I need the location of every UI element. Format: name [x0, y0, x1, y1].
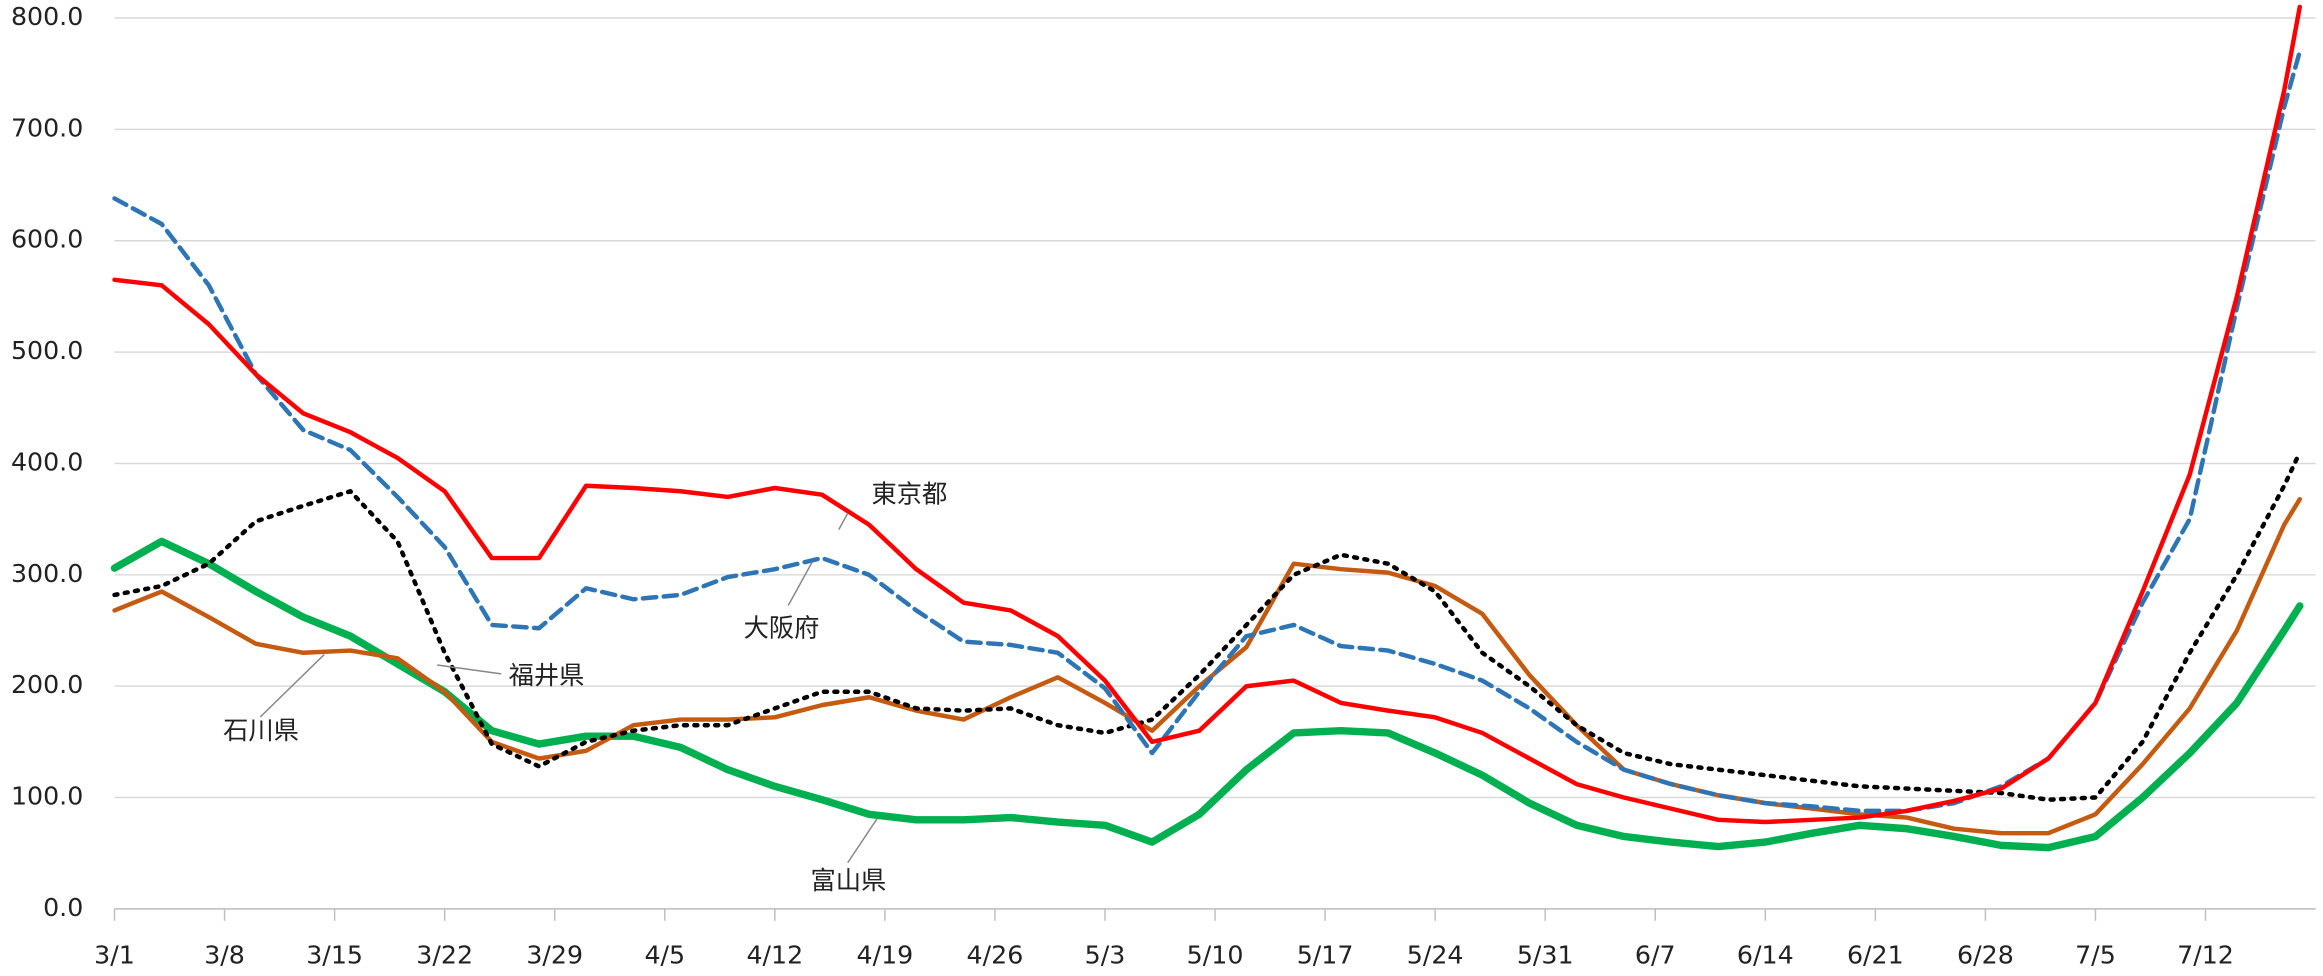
- y-tick-label: 0.0: [43, 893, 83, 922]
- series-label: 富山県: [811, 866, 887, 895]
- x-tick-label: 6/14: [1737, 940, 1794, 969]
- series-label: 東京都: [871, 479, 947, 508]
- series-label: 大阪府: [744, 613, 820, 642]
- x-tick-label: 6/28: [1957, 940, 2014, 969]
- x-tick-label: 5/10: [1187, 940, 1244, 969]
- label-leader: [437, 664, 502, 675]
- x-tick-label: 6/7: [1635, 940, 1676, 969]
- series-label: 福井県: [509, 661, 585, 690]
- series-label: 石川県: [223, 716, 299, 745]
- y-tick-label: 300.0: [11, 559, 83, 588]
- y-tick-label: 800.0: [11, 2, 83, 31]
- series-line: [112, 49, 2303, 814]
- label-leader: [847, 817, 879, 864]
- x-tick-label: 3/15: [306, 940, 363, 969]
- series-line: [112, 4, 2303, 825]
- y-tick-label: 400.0: [11, 447, 83, 476]
- y-tick-label: 600.0: [11, 225, 83, 254]
- y-tick-label: 500.0: [11, 336, 83, 365]
- x-tick-label: 4/5: [644, 940, 685, 969]
- x-tick-label: 5/3: [1085, 940, 1126, 969]
- x-tick-label: 3/8: [204, 940, 245, 969]
- x-tick-label: 3/1: [94, 940, 135, 969]
- x-tick-label: 6/21: [1847, 940, 1904, 969]
- series-line: [112, 450, 2303, 802]
- x-tick-label: 3/22: [416, 940, 473, 969]
- label-leader: [787, 562, 813, 606]
- label-leader: [838, 512, 849, 530]
- series-line: [110, 537, 2304, 852]
- x-tick-label: 7/5: [2075, 940, 2116, 969]
- x-tick-label: 5/31: [1517, 940, 1574, 969]
- x-tick-label: 7/12: [2177, 940, 2234, 969]
- y-tick-label: 200.0: [11, 670, 83, 699]
- y-tick-label: 100.0: [11, 782, 83, 811]
- x-tick-label: 4/12: [746, 940, 803, 969]
- label-leader: [259, 654, 325, 718]
- x-tick-label: 4/26: [967, 940, 1024, 969]
- x-tick-label: 5/24: [1407, 940, 1464, 969]
- x-tick-label: 5/17: [1297, 940, 1354, 969]
- x-tick-label: 3/29: [526, 940, 583, 969]
- y-tick-label: 700.0: [11, 113, 83, 142]
- x-tick-label: 4/19: [857, 940, 914, 969]
